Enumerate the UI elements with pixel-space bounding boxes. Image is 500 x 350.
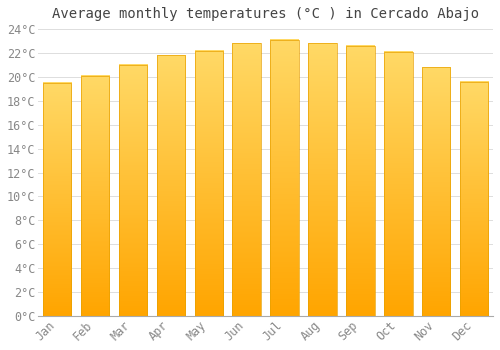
Bar xyxy=(422,67,450,316)
Bar xyxy=(384,52,412,316)
Bar xyxy=(270,40,299,316)
Bar xyxy=(81,76,110,316)
Bar xyxy=(232,43,261,316)
Bar xyxy=(460,82,488,316)
Bar xyxy=(156,55,185,316)
Bar xyxy=(308,43,336,316)
Bar xyxy=(194,50,223,316)
Bar xyxy=(346,46,374,316)
Bar xyxy=(43,83,72,316)
Title: Average monthly temperatures (°C ) in Cercado Abajo: Average monthly temperatures (°C ) in Ce… xyxy=(52,7,479,21)
Bar xyxy=(119,65,147,316)
